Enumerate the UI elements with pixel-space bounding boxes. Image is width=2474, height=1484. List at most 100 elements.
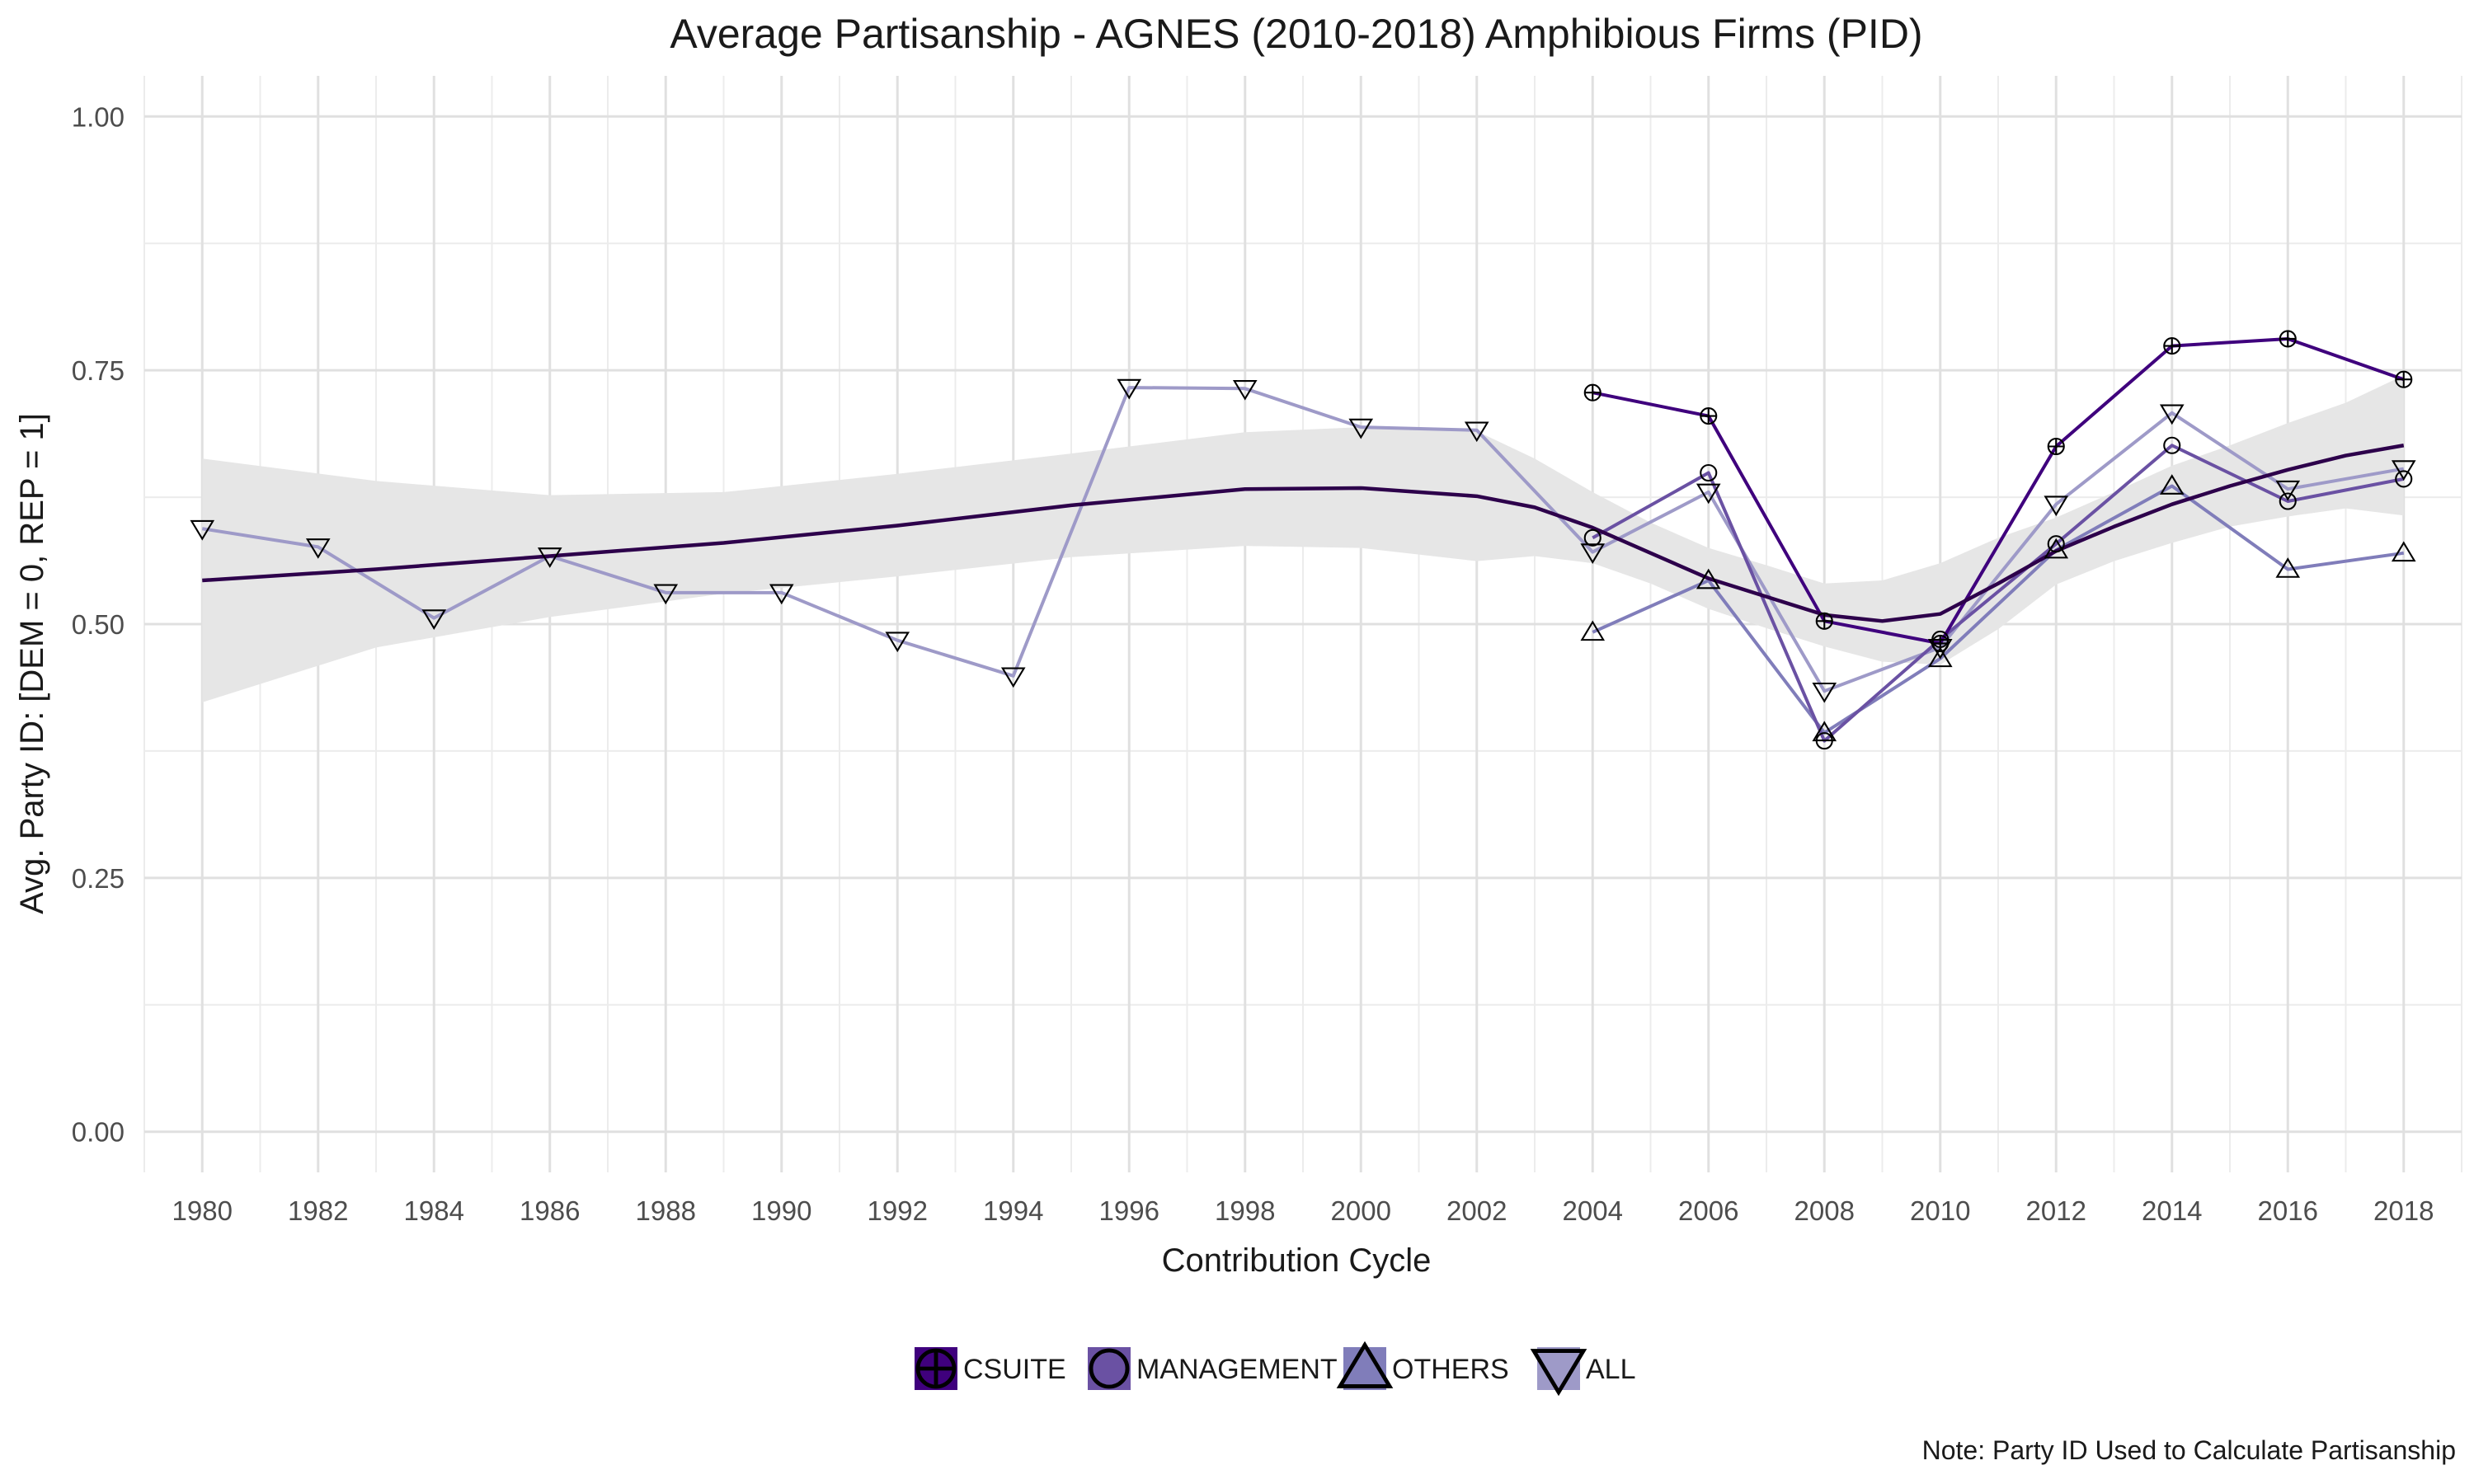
point-management (2395, 470, 2413, 488)
x-tick-label: 1986 (520, 1195, 580, 1226)
point-all (2044, 495, 2069, 517)
marker-shape (885, 632, 910, 653)
y-tick-label: 0.25 (72, 863, 125, 894)
point-all (1812, 682, 1837, 703)
legend-key-marker (1530, 1349, 1587, 1397)
x-tick-label: 1988 (636, 1195, 696, 1226)
marker-shape (1696, 568, 1721, 589)
point-all (190, 519, 215, 541)
x-tick-label: 2010 (1910, 1195, 1970, 1226)
point-management (2279, 492, 2297, 510)
legend-label: ALL (1586, 1354, 1636, 1385)
point-csuite (1700, 407, 1718, 425)
legend-item-csuite: CSUITE (915, 1347, 1066, 1390)
legend-item-others: OTHERS (1336, 1341, 1509, 1390)
y-axis-title: Avg. Party ID: [DEM = 0, REP = 1] (14, 413, 50, 914)
marker-shape (1580, 620, 1606, 641)
legend-key-marker (1336, 1341, 1394, 1388)
marker-shape (2275, 480, 2301, 501)
x-tick-label: 1992 (868, 1195, 928, 1226)
x-tick-label: 2006 (1678, 1195, 1738, 1226)
point-all (1464, 421, 1489, 443)
point-csuite (2395, 370, 2413, 388)
point-management (1815, 732, 1833, 750)
legend-label: OTHERS (1392, 1354, 1509, 1385)
point-others (2391, 541, 2416, 562)
point-others (2159, 474, 2185, 495)
legend: CSUITE MANAGEMENT OTHERS ALL (915, 1341, 1636, 1397)
marker-shape (653, 584, 679, 605)
marker-shape (1815, 732, 1833, 750)
point-management (2047, 535, 2065, 553)
marker-shape (190, 519, 215, 541)
marker-shape (2279, 492, 2297, 510)
caption-note: Note: Party ID Used to Calculate Partisa… (1922, 1435, 2456, 1465)
grid (143, 76, 2462, 1172)
x-tick-label: 1982 (288, 1195, 348, 1226)
chart-title: Average Partisanship - AGNES (2010-2018)… (670, 11, 1922, 57)
point-others (1927, 646, 1953, 668)
axis-ticks: 1980 1982 1984 1986 1988 1990 1992 1994 1996 1998… (72, 101, 2434, 1226)
series-line-others (1592, 484, 2405, 735)
point-all (2159, 404, 2185, 425)
point-csuite (1815, 612, 1833, 630)
point-others (1812, 721, 1837, 742)
marker-shape (2159, 474, 2185, 495)
point-all (885, 632, 910, 653)
marker-shape (2159, 404, 2185, 425)
point-all (1696, 483, 1721, 505)
x-tick-label: 1996 (1099, 1195, 1159, 1226)
y-tick-label: 1.00 (72, 101, 125, 132)
series-line-management (1592, 444, 2405, 743)
marker-shape (1583, 528, 1602, 547)
x-tick-label: 1994 (983, 1195, 1043, 1226)
y-tick-label: 0.00 (72, 1117, 125, 1148)
marker-shape (1696, 483, 1721, 505)
legend-label: CSUITE (963, 1354, 1066, 1385)
marker-shape (1530, 1349, 1587, 1397)
x-tick-label: 2002 (1446, 1195, 1507, 1226)
point-others (2275, 557, 2301, 578)
point-management (2163, 436, 2181, 454)
legend-item-management: MANAGEMENT (1088, 1347, 1338, 1390)
y-tick-label: 0.50 (72, 609, 125, 640)
marker-shape (1232, 379, 1258, 401)
series-line-csuite (1592, 336, 2405, 646)
point-csuite (2163, 337, 2181, 355)
marker-shape (1336, 1341, 1394, 1388)
point-all (769, 584, 794, 605)
point-all (1232, 379, 1258, 401)
legend-key-fill (1088, 1347, 1131, 1390)
point-all (653, 584, 679, 605)
x-axis-title: Contribution Cycle (1162, 1242, 1432, 1279)
point-all (2391, 460, 2416, 481)
marker-shape (2044, 495, 2069, 517)
point-all (537, 547, 562, 568)
marker-shape (1464, 421, 1489, 443)
legend-label: MANAGEMENT (1136, 1354, 1338, 1385)
point-others (1580, 620, 1606, 641)
point-all (421, 609, 447, 630)
smooth-trend-line (202, 444, 2405, 623)
series-lines (201, 336, 2405, 743)
point-all (1580, 543, 1606, 564)
point-all (1000, 667, 1026, 688)
point-csuite (1931, 634, 1950, 652)
point-all (305, 538, 331, 559)
marker-shape (1812, 682, 1837, 703)
marker-shape (305, 538, 331, 559)
point-csuite (2047, 437, 2065, 456)
legend-key-marker (915, 1348, 957, 1389)
x-tick-label: 2008 (1794, 1195, 1855, 1226)
x-tick-label: 2014 (2142, 1195, 2202, 1226)
marker-shape (421, 609, 447, 630)
marker-shape (1117, 378, 1142, 400)
marker-shape (769, 584, 794, 605)
marker-shape (2391, 460, 2416, 481)
marker-shape (2391, 541, 2416, 562)
marker-shape (1089, 1348, 1130, 1389)
marker-shape (2275, 557, 2301, 578)
marker-shape (1812, 721, 1837, 742)
x-tick-label: 2004 (1563, 1195, 1623, 1226)
